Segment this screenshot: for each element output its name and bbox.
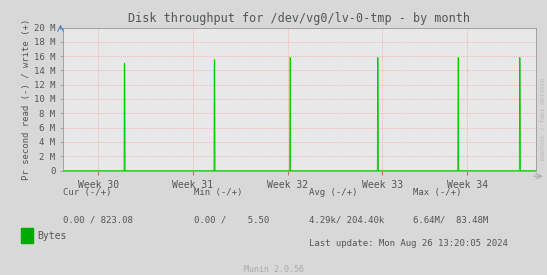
Text: Avg (-/+): Avg (-/+) (309, 188, 357, 197)
Text: 4.29k/ 204.40k: 4.29k/ 204.40k (309, 216, 385, 224)
Text: Min (-/+): Min (-/+) (194, 188, 242, 197)
Text: Max (-/+): Max (-/+) (413, 188, 461, 197)
Text: 6.64M/  83.48M: 6.64M/ 83.48M (413, 216, 488, 224)
Title: Disk throughput for /dev/vg0/lv-0-tmp - by month: Disk throughput for /dev/vg0/lv-0-tmp - … (129, 12, 470, 25)
Text: Bytes: Bytes (37, 231, 67, 241)
Text: RRDTOOL / TOBI OETIKER: RRDTOOL / TOBI OETIKER (541, 77, 546, 160)
Text: Munin 2.0.56: Munin 2.0.56 (243, 265, 304, 274)
Text: 0.00 / 823.08: 0.00 / 823.08 (63, 216, 133, 224)
Y-axis label: Pr second read (-) / write (+): Pr second read (-) / write (+) (22, 18, 31, 180)
Text: 0.00 /    5.50: 0.00 / 5.50 (194, 216, 270, 224)
Text: Last update: Mon Aug 26 13:20:05 2024: Last update: Mon Aug 26 13:20:05 2024 (309, 239, 508, 248)
Text: Cur (-/+): Cur (-/+) (63, 188, 111, 197)
